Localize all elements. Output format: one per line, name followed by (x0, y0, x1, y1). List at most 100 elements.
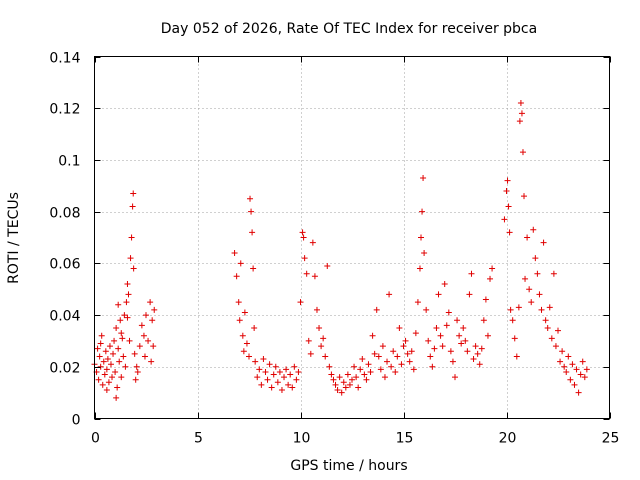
data-point (416, 265, 423, 272)
data-point (509, 317, 516, 324)
data-point (575, 389, 582, 396)
data-point (443, 322, 450, 329)
data-point (117, 317, 124, 324)
data-point (103, 387, 110, 394)
data-point (489, 265, 496, 272)
data-point (569, 361, 576, 368)
data-point (460, 325, 467, 331)
data-point (309, 239, 316, 246)
data-point (98, 332, 105, 339)
data-point (113, 394, 120, 401)
data-point (248, 208, 255, 215)
data-point (487, 275, 494, 282)
data-point (447, 348, 454, 355)
data-point (468, 270, 475, 277)
data-point (241, 309, 248, 316)
data-point (351, 363, 358, 370)
data-point (301, 255, 308, 262)
data-point (577, 371, 584, 378)
data-point (118, 330, 125, 337)
data-point (119, 335, 126, 342)
data-point (522, 275, 529, 282)
data-point (439, 343, 446, 350)
data-point (504, 177, 511, 184)
data-point (256, 366, 263, 373)
data-point (445, 309, 452, 316)
data-point (322, 353, 329, 360)
data-point (583, 366, 590, 373)
data-point (109, 374, 116, 381)
data-point (346, 381, 353, 388)
data-point (573, 366, 580, 373)
data-point (303, 270, 310, 277)
data-point (418, 234, 425, 241)
data-point (141, 353, 148, 360)
data-point (316, 325, 323, 331)
data-point (534, 270, 541, 277)
data-point (542, 317, 549, 324)
data-point (571, 381, 578, 388)
data-point (484, 332, 491, 339)
data-point (458, 340, 465, 347)
data-point (262, 368, 269, 375)
data-point (548, 335, 555, 342)
data-point (386, 291, 393, 298)
data-point (246, 353, 252, 360)
y-tick-label: 0.06 (49, 257, 80, 273)
chart-title: Day 052 of 2026, Rate Of TEC Index for r… (161, 21, 537, 37)
data-point (249, 229, 256, 236)
data-point (449, 358, 456, 365)
data-point (363, 376, 370, 383)
data-point (404, 350, 411, 357)
data-point (328, 371, 335, 378)
data-point (538, 306, 545, 313)
data-point (340, 379, 347, 386)
data-points (91, 100, 590, 401)
data-point (521, 193, 528, 200)
grid-layer (94, 56, 610, 419)
data-point (107, 361, 114, 368)
data-point (254, 374, 261, 381)
data-point (320, 335, 327, 342)
data-point (503, 187, 510, 194)
data-point (243, 340, 250, 347)
data-point (433, 325, 440, 331)
x-tick-label: 5 (194, 431, 203, 447)
data-point (466, 291, 473, 298)
data-point (420, 175, 427, 182)
data-point (359, 356, 366, 363)
data-point (136, 343, 143, 350)
data-point (151, 306, 158, 313)
data-point (392, 368, 399, 375)
data-point (437, 332, 444, 339)
data-point (338, 389, 345, 396)
data-point (396, 325, 403, 331)
data-point (517, 100, 524, 107)
data-point (365, 361, 372, 368)
data-point (555, 327, 561, 334)
data-point (482, 296, 489, 303)
data-point (384, 358, 391, 365)
data-point (233, 273, 240, 280)
y-tick-label: 0.02 (49, 361, 80, 377)
data-point (130, 265, 137, 272)
data-point (478, 345, 485, 352)
data-point (441, 281, 448, 288)
data-point (559, 348, 566, 355)
data-point (324, 262, 331, 269)
data-point (133, 363, 140, 370)
data-point (470, 356, 477, 363)
y-tick-label: 0.12 (49, 102, 80, 118)
data-point (506, 229, 513, 236)
data-point (513, 353, 520, 360)
data-point (505, 203, 512, 210)
data-point (353, 374, 360, 381)
data-point (414, 299, 421, 306)
data-point (276, 368, 283, 375)
data-point (289, 384, 296, 391)
data-point (300, 234, 307, 241)
data-point (132, 376, 139, 383)
data-point (285, 381, 292, 388)
data-point (283, 366, 290, 373)
data-point (124, 314, 131, 321)
